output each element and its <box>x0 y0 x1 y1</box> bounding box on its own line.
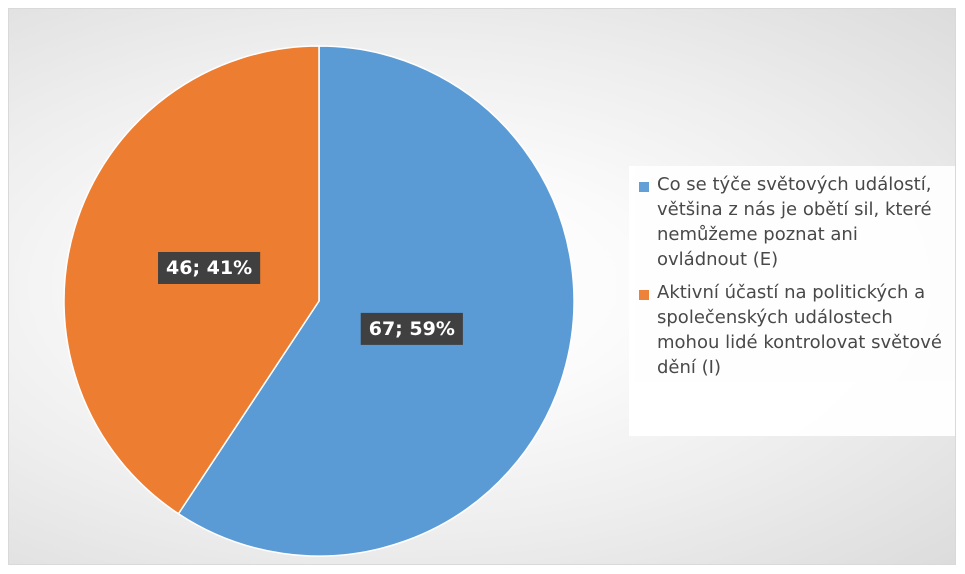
pie-slices <box>63 45 575 557</box>
legend-item-e: Co se týče světových událostí, většina z… <box>639 172 951 272</box>
chart-area: 67; 59% 46; 41% Co se týče světových udál… <box>8 8 956 565</box>
legend-item-i: Aktivní účastí na politických a společen… <box>639 280 951 380</box>
data-label-0: 67; 59% <box>360 312 463 345</box>
legend-label-e: Co se týče světových událostí, většina z… <box>657 174 932 270</box>
legend: Co se týče světových událostí, většina z… <box>629 166 955 436</box>
data-label-1: 46; 41% <box>158 251 261 284</box>
legend-swatch-i <box>639 290 649 300</box>
data-label-text-0: 67; 59% <box>369 318 455 340</box>
data-label-text-1: 46; 41% <box>166 257 252 279</box>
pie-slice-0 <box>177 45 575 557</box>
data-label-bg-1 <box>158 251 261 284</box>
pie-chart: 67; 59% 46; 41% <box>63 45 575 557</box>
legend-swatch-e <box>639 182 649 192</box>
legend-label-i: Aktivní účastí na politických a společen… <box>657 282 942 378</box>
data-label-bg-0 <box>360 312 463 345</box>
pie-data-labels: 67; 59% 46; 41% <box>158 251 463 345</box>
